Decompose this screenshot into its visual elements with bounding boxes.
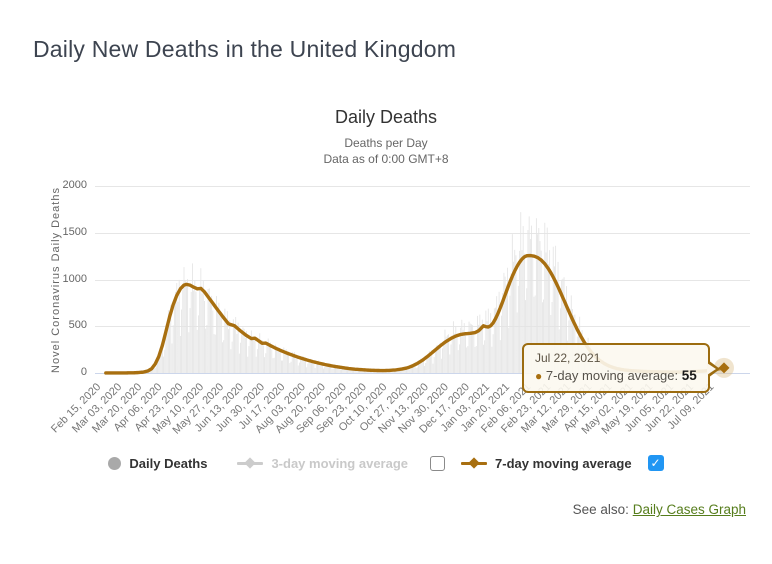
seven-day-average-marker-icon bbox=[461, 456, 488, 469]
legend-item-7-day-moving-average[interactable]: 7-day moving average bbox=[461, 456, 632, 471]
chart-tooltip: Jul 22, 2021 ● 7-day moving average: 55 bbox=[522, 343, 720, 393]
y-tick-label-1500: 1500 bbox=[62, 225, 87, 238]
y-tick-label-500: 500 bbox=[68, 319, 87, 332]
page-title: Daily New Deaths in the United Kingdom bbox=[33, 36, 457, 62]
chart-title: Daily Deaths bbox=[334, 107, 438, 127]
chart-subtitle-deaths-per-day: Deaths per Day bbox=[344, 136, 428, 150]
y-tick-label-1000: 1000 bbox=[62, 272, 87, 285]
tooltip-series-row: ● 7-day moving average: 55 bbox=[535, 368, 697, 383]
y-tick-label-2000: 2000 bbox=[62, 179, 87, 191]
legend-item-3-day-moving-average[interactable]: 3-day moving average bbox=[237, 456, 408, 471]
tooltip-date: Jul 22, 2021 bbox=[535, 351, 601, 365]
three-day-average-marker-icon bbox=[237, 456, 264, 469]
legend-label-7-day-moving-average: 7-day moving average bbox=[495, 455, 632, 471]
tooltip-value: 55 bbox=[681, 368, 697, 383]
legend-label-daily-deaths: Daily Deaths bbox=[129, 455, 208, 471]
legend-label-3-day-moving-average: 3-day moving average bbox=[271, 455, 409, 471]
tooltip-arrow-fill-icon bbox=[706, 363, 716, 375]
legend-item-daily-deaths[interactable]: Daily Deaths bbox=[108, 456, 207, 471]
tooltip-series-bullet-icon: ● bbox=[535, 369, 543, 383]
chart-legend: Daily Deaths 3-day moving average 7-day … bbox=[0, 455, 772, 471]
daily-cases-graph-link[interactable]: Daily Cases Graph bbox=[632, 502, 746, 517]
checkbox-7-day-moving-average[interactable]: ✓ bbox=[647, 455, 664, 471]
chart-subtitle-data-asof: Data as of 0:00 GMT+8 bbox=[323, 152, 449, 166]
last-point-diamond-icon bbox=[718, 362, 730, 374]
daily-deaths-marker-icon bbox=[108, 456, 122, 470]
y-tick-label-0: 0 bbox=[80, 366, 87, 378]
checkbox-3-day-moving-average[interactable] bbox=[430, 455, 446, 471]
tooltip-series-label: 7-day moving average: bbox=[545, 368, 679, 383]
see-also-row: See also: Daily Cases Graph bbox=[573, 502, 746, 517]
see-also-label: See also: bbox=[572, 502, 629, 517]
